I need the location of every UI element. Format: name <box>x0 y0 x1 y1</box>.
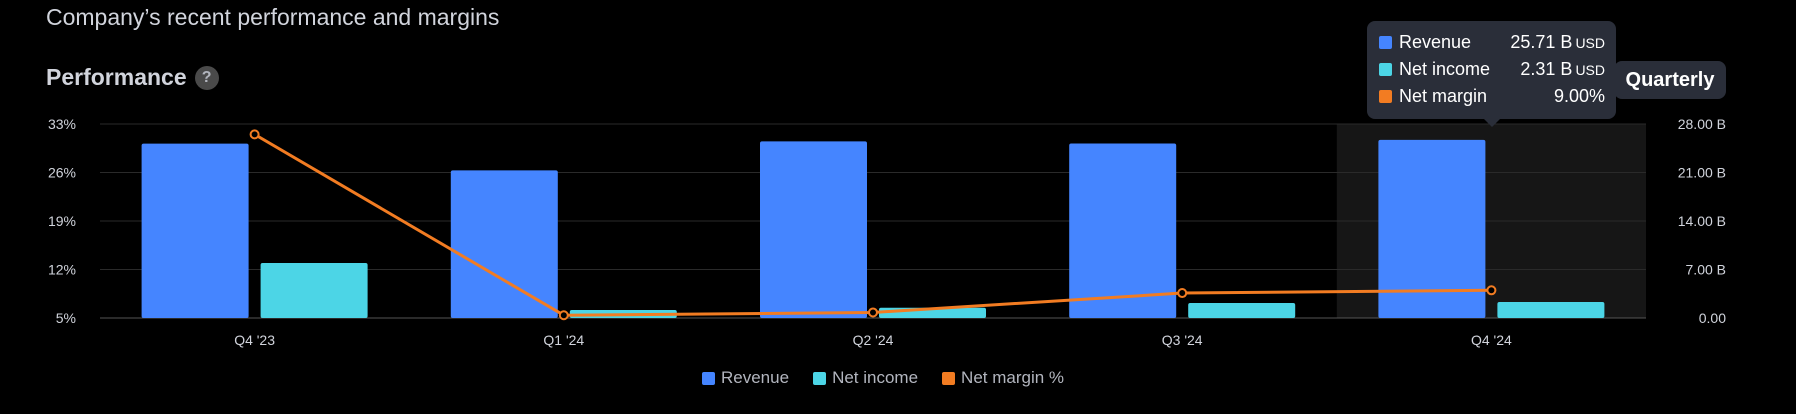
net-margin-point <box>1486 285 1497 296</box>
legend-item-net-income[interactable]: Net income <box>813 368 918 388</box>
left-axis-tick-label: 12% <box>48 262 76 278</box>
chart-legend: Revenue Net income Net margin % <box>702 368 1064 388</box>
tooltip-net-income-unit: USD <box>1575 61 1605 78</box>
tooltip-net-income-value: 2.31 B <box>1520 59 1573 79</box>
left-axis-tick-label: 26% <box>48 165 76 181</box>
revenue-bar <box>1069 143 1177 318</box>
legend-item-net-margin[interactable]: Net margin % <box>942 368 1064 388</box>
x-axis-tick-label: Q4 '23 <box>234 332 275 348</box>
net-margin-point <box>1177 288 1188 299</box>
revenue-swatch <box>1379 36 1392 49</box>
left-axis-tick-label: 5% <box>56 310 76 326</box>
net-margin-point <box>249 129 260 140</box>
tooltip-revenue-value: 25.71 B <box>1510 32 1573 52</box>
net-income-bar <box>1188 302 1296 318</box>
right-axis-tick-label: 14.00 B <box>1678 213 1726 229</box>
chart-tooltip: Revenue 25.71 B USD Net income 2.31 B US… <box>1367 21 1616 119</box>
legend-net-income-label: Net income <box>832 368 919 387</box>
revenue-bar <box>141 143 249 318</box>
question-mark-icon[interactable]: ? <box>194 65 219 90</box>
tooltip-row-revenue: Revenue 25.71 B USD <box>1379 29 1605 56</box>
net-income-bar <box>1497 301 1605 318</box>
right-axis-tick-label: 0.00 <box>1699 310 1726 326</box>
net-income-bar <box>260 263 368 318</box>
net-margin-point <box>558 310 569 321</box>
tooltip-row-net-margin: Net margin 9.00% <box>1379 83 1605 110</box>
right-axis-tick-label: 21.00 B <box>1678 165 1726 181</box>
revenue-bar <box>450 170 558 318</box>
legend-net-margin-swatch <box>942 371 956 385</box>
performance-title: Performance <box>46 64 187 90</box>
left-axis-tick-label: 33% <box>48 116 76 132</box>
x-axis-tick-label: Q3 '24 <box>1162 332 1203 348</box>
x-axis-tick-label: Q4 '24 <box>1471 332 1512 348</box>
x-axis-tick-label: Q1 '24 <box>543 332 584 348</box>
legend-revenue-swatch <box>702 371 715 385</box>
left-axis-tick-label: 19% <box>48 213 76 229</box>
legend-net-margin-label: Net margin % <box>961 368 1065 387</box>
legend-revenue-label: Revenue <box>721 368 790 387</box>
tooltip-arrow <box>1484 119 1500 127</box>
performance-heading: Performance ? <box>46 64 219 91</box>
tooltip-row-net-income: Net income 2.31 B USD <box>1379 56 1605 83</box>
tooltip-net-margin-value: 9.00% <box>1553 86 1605 106</box>
net-margin-point <box>868 307 878 318</box>
tooltip-net-margin-label: Net margin <box>1399 86 1488 106</box>
net-margin-line <box>253 133 1492 317</box>
net-income-swatch <box>1379 63 1392 76</box>
right-axis-tick-label: 28.00 B <box>1678 116 1726 132</box>
right-axis-tick-label: 7.00 B <box>1686 262 1726 278</box>
legend-item-revenue[interactable]: Revenue <box>702 368 789 388</box>
period-toggle-quarterly[interactable]: Quarterly <box>1614 61 1726 99</box>
revenue-bar <box>760 141 867 318</box>
revenue-bar <box>1378 139 1486 318</box>
tooltip-net-income-label: Net income <box>1399 59 1491 79</box>
net-margin-swatch <box>1379 90 1392 103</box>
section-title: Company’s recent performance and margins <box>46 4 500 30</box>
legend-net-income-swatch <box>813 371 827 385</box>
tooltip-revenue-label: Revenue <box>1399 32 1472 52</box>
x-axis-tick-label: Q2 '24 <box>853 332 894 348</box>
tooltip-revenue-unit: USD <box>1575 34 1605 51</box>
